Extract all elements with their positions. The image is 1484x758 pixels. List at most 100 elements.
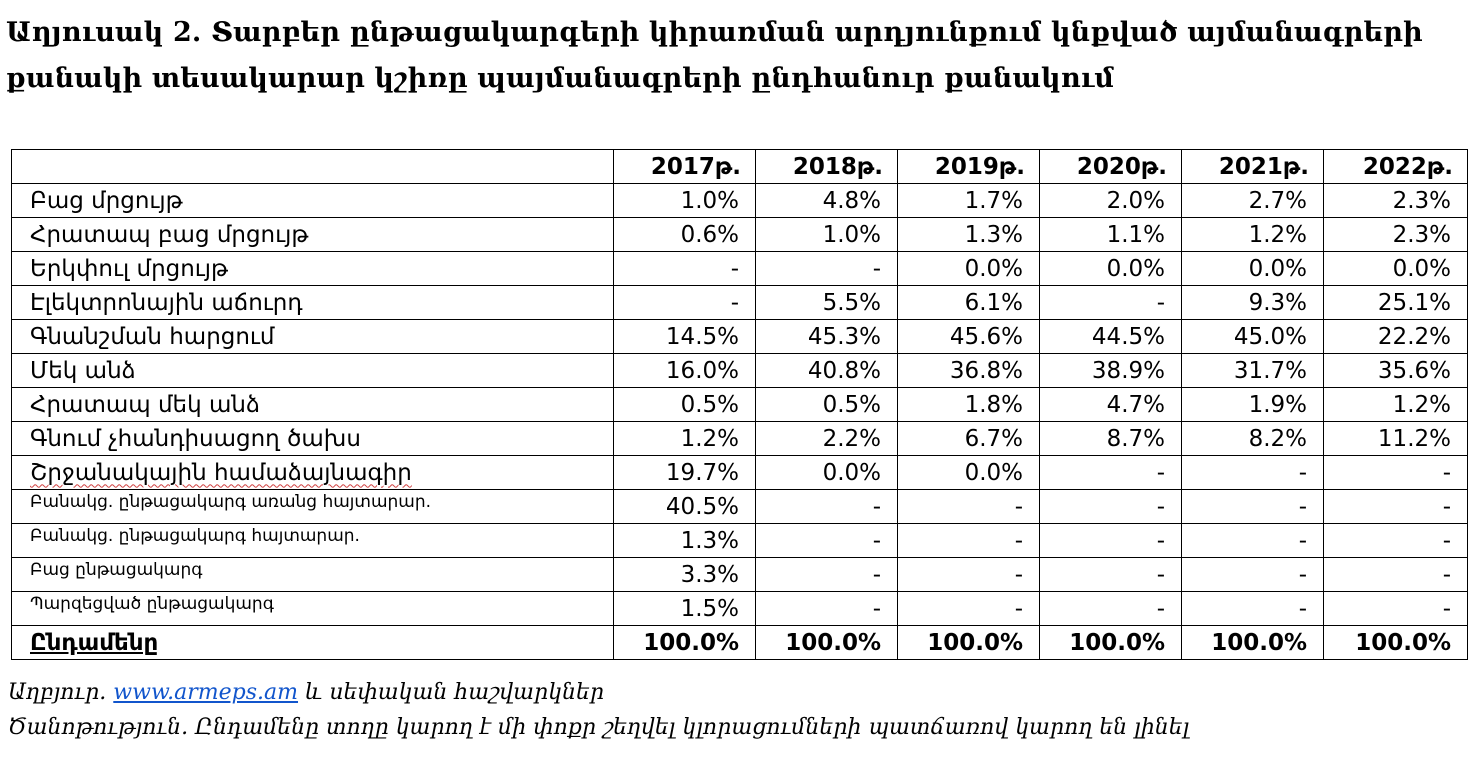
cell-value: 11.2% <box>1323 421 1468 456</box>
cell-value: 25.1% <box>1323 285 1468 320</box>
cell-value: 9.3% <box>1181 285 1324 320</box>
cell-value: 0.0% <box>1181 251 1324 286</box>
table-row: Բաց ընթացակարգ 3.3% - - - - - <box>11 557 1468 592</box>
table-row: Գնում չհանդիսացող ծախս 1.2% 2.2% 6.7% 8.… <box>11 421 1468 456</box>
cell-value: 1.1% <box>1039 217 1182 252</box>
total-value: 100.0% <box>613 625 756 660</box>
table-row: Բանակց. ընթացակարգ առանց հայտարար. 40.5%… <box>11 489 1468 524</box>
total-row: Ընդամենը 100.0% 100.0% 100.0% 100.0% 100… <box>11 625 1468 660</box>
row-label: Մեկ անձ <box>11 353 614 388</box>
cell-value: - <box>1039 285 1182 320</box>
cell-value: 2.3% <box>1323 183 1468 218</box>
row-label: Հրատապ բաց մրցույթ <box>11 217 614 252</box>
footnote: Ծանոթություն. Ընդամենը տողը կարող է մի փ… <box>8 715 1190 740</box>
cell-value: - <box>1323 591 1468 626</box>
table-row: Գնանշման հարցում 14.5% 45.3% 45.6% 44.5%… <box>11 319 1468 354</box>
cell-value: 2.7% <box>1181 183 1324 218</box>
row-label: Բանակց. ընթացակարգ առանց հայտարար. <box>11 489 614 524</box>
cell-value: 0.5% <box>755 387 898 422</box>
cell-value: - <box>1323 455 1468 490</box>
header-cell-2019: 2019թ. <box>897 149 1040 184</box>
cell-value: - <box>1039 489 1182 524</box>
cell-value: 35.6% <box>1323 353 1468 388</box>
cell-value: - <box>897 489 1040 524</box>
cell-value: - <box>897 557 1040 592</box>
cell-value: - <box>613 285 756 320</box>
table-row: Պարզեցված ընթացակարգ 1.5% - - - - - <box>11 591 1468 626</box>
cell-value: 1.2% <box>613 421 756 456</box>
cell-value: - <box>755 251 898 286</box>
table-row: Էլեկտրոնային աճուրդ - 5.5% 6.1% - 9.3% 2… <box>11 285 1468 320</box>
cell-value: 40.5% <box>613 489 756 524</box>
cell-value: 4.7% <box>1039 387 1182 422</box>
cell-value: - <box>1181 523 1324 558</box>
row-label-text: Շրջանակային համաձայնագիր <box>30 459 412 486</box>
cell-value: 8.2% <box>1181 421 1324 456</box>
cell-value: 4.8% <box>755 183 898 218</box>
source-suffix: և սեփական հաշվարկներ <box>298 680 605 705</box>
total-value: 100.0% <box>755 625 898 660</box>
header-cell-2020: 2020թ. <box>1039 149 1182 184</box>
cell-value: - <box>755 523 898 558</box>
total-label: Ընդամենը <box>11 625 614 660</box>
cell-value: - <box>1181 489 1324 524</box>
row-label: Գնանշման հարցում <box>11 319 614 354</box>
cell-value: - <box>1323 523 1468 558</box>
source-link[interactable]: www.armeps.am <box>113 680 299 705</box>
cell-value: 16.0% <box>613 353 756 388</box>
cell-value: 6.1% <box>897 285 1040 320</box>
cell-value: 5.5% <box>755 285 898 320</box>
row-label: Երկփուլ մրցույթ <box>11 251 614 286</box>
cell-value: 0.6% <box>613 217 756 252</box>
cell-value: 0.0% <box>897 455 1040 490</box>
cell-value: 1.7% <box>897 183 1040 218</box>
cell-value: - <box>755 591 898 626</box>
cell-value: 1.3% <box>897 217 1040 252</box>
row-label: Բաց ընթացակարգ <box>11 557 614 592</box>
cell-value: 45.0% <box>1181 319 1324 354</box>
cell-value: 6.7% <box>897 421 1040 456</box>
table-row: Երկփուլ մրցույթ - - 0.0% 0.0% 0.0% 0.0% <box>11 251 1468 286</box>
cell-value: 1.0% <box>613 183 756 218</box>
cell-value: - <box>1181 455 1324 490</box>
table-row: Բաց մրցույթ 1.0% 4.8% 1.7% 2.0% 2.7% 2.3… <box>11 183 1468 218</box>
cell-value: 44.5% <box>1039 319 1182 354</box>
header-cell-2021: 2021թ. <box>1181 149 1324 184</box>
total-value: 100.0% <box>897 625 1040 660</box>
table-title: Աղյուսակ 2. Տարբեր ընթացակարգերի կիրառմա… <box>6 17 1423 94</box>
row-label: Բանակց. ընթացակարգ հայտարար. <box>11 523 614 558</box>
cell-value: 1.0% <box>755 217 898 252</box>
row-label: Բաց մրցույթ <box>11 183 614 218</box>
cell-value: - <box>755 489 898 524</box>
total-value: 100.0% <box>1181 625 1324 660</box>
cell-value: 19.7% <box>613 455 756 490</box>
cell-value: - <box>1323 557 1468 592</box>
cell-value: - <box>897 591 1040 626</box>
cell-value: 2.2% <box>755 421 898 456</box>
header-cell-2017: 2017թ. <box>613 149 756 184</box>
source-line: Աղբյուր. www.armeps.am և սեփական հաշվարկ… <box>8 680 604 705</box>
cell-value: 8.7% <box>1039 421 1182 456</box>
table-row: Բանակց. ընթացակարգ հայտարար. 1.3% - - - … <box>11 523 1468 558</box>
procedures-share-table: 2017թ. 2018թ. 2019թ. 2020թ. 2021թ. 2022թ… <box>11 149 1468 660</box>
cell-value: 38.9% <box>1039 353 1182 388</box>
cell-value: 31.7% <box>1181 353 1324 388</box>
header-cell-empty <box>11 149 614 184</box>
total-value: 100.0% <box>1323 625 1468 660</box>
total-value: 100.0% <box>1039 625 1182 660</box>
row-label: Հրատապ մեկ անձ <box>11 387 614 422</box>
cell-value: - <box>1039 523 1182 558</box>
cell-value: - <box>1181 591 1324 626</box>
cell-value: 0.0% <box>1039 251 1182 286</box>
table-row: Հրատապ բաց մրցույթ 0.6% 1.0% 1.3% 1.1% 1… <box>11 217 1468 252</box>
table-row: Մեկ անձ 16.0% 40.8% 36.8% 38.9% 31.7% 35… <box>11 353 1468 388</box>
cell-value: 0.5% <box>613 387 756 422</box>
cell-value: - <box>1039 557 1182 592</box>
row-label: Գնում չհանդիսացող ծախս <box>11 421 614 456</box>
cell-value: - <box>1181 557 1324 592</box>
source-prefix: Աղբյուր. <box>8 680 107 705</box>
cell-value: 1.5% <box>613 591 756 626</box>
row-label: Պարզեցված ընթացակարգ <box>11 591 614 626</box>
cell-value: 3.3% <box>613 557 756 592</box>
cell-value: - <box>755 557 898 592</box>
